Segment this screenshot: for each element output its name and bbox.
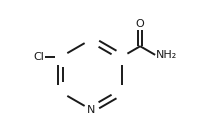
Text: O: O bbox=[136, 19, 144, 29]
Text: Cl: Cl bbox=[33, 52, 44, 62]
Text: NH₂: NH₂ bbox=[156, 50, 177, 60]
Text: N: N bbox=[87, 105, 95, 115]
